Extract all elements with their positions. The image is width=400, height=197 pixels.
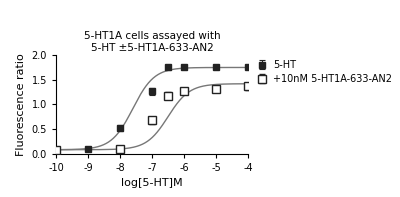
Legend: 5-HT, +10nM 5-HT1A-633-AN2: 5-HT, +10nM 5-HT1A-633-AN2 (255, 60, 392, 84)
Title: 5-HT1A cells assayed with
5-HT ±5-HT1A-633-AN2: 5-HT1A cells assayed with 5-HT ±5-HT1A-6… (84, 31, 220, 53)
X-axis label: log[5-HT]M: log[5-HT]M (121, 178, 183, 188)
Y-axis label: Fluorescence ratio: Fluorescence ratio (16, 53, 26, 156)
